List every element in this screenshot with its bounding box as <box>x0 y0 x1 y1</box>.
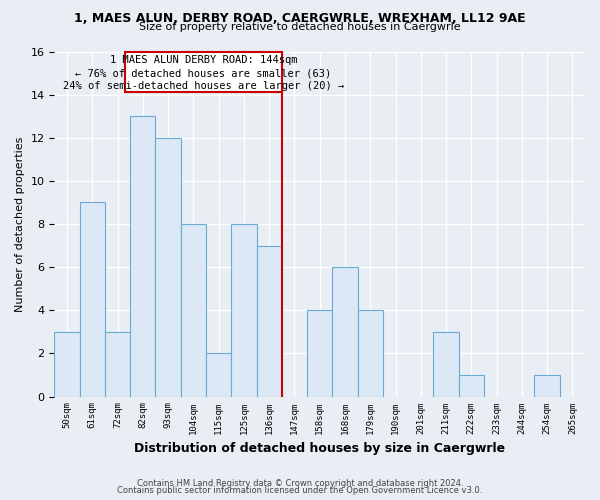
Bar <box>535 375 560 396</box>
Bar <box>332 267 358 396</box>
Text: Contains HM Land Registry data © Crown copyright and database right 2024.: Contains HM Land Registry data © Crown c… <box>137 478 463 488</box>
Text: 24% of semi-detached houses are larger (20) →: 24% of semi-detached houses are larger (… <box>63 81 344 91</box>
Text: ← 76% of detached houses are smaller (63): ← 76% of detached houses are smaller (63… <box>76 68 332 78</box>
X-axis label: Distribution of detached houses by size in Caergwrle: Distribution of detached houses by size … <box>134 442 505 455</box>
Text: 1 MAES ALUN DERBY ROAD: 144sqm: 1 MAES ALUN DERBY ROAD: 144sqm <box>110 55 297 65</box>
Bar <box>307 310 332 396</box>
Bar <box>155 138 181 396</box>
Bar <box>358 310 383 396</box>
Bar <box>105 332 130 396</box>
Bar <box>231 224 257 396</box>
Bar <box>458 375 484 396</box>
Bar <box>206 354 231 397</box>
Bar <box>55 332 80 396</box>
Bar <box>181 224 206 396</box>
Text: Size of property relative to detached houses in Caergwrle: Size of property relative to detached ho… <box>139 22 461 32</box>
Text: 1, MAES ALUN, DERBY ROAD, CAERGWRLE, WREXHAM, LL12 9AE: 1, MAES ALUN, DERBY ROAD, CAERGWRLE, WRE… <box>74 12 526 26</box>
FancyBboxPatch shape <box>125 52 282 92</box>
Bar <box>257 246 282 396</box>
Bar <box>130 116 155 396</box>
Text: Contains public sector information licensed under the Open Government Licence v3: Contains public sector information licen… <box>118 486 482 495</box>
Bar <box>80 202 105 396</box>
Bar <box>433 332 458 396</box>
Y-axis label: Number of detached properties: Number of detached properties <box>15 136 25 312</box>
